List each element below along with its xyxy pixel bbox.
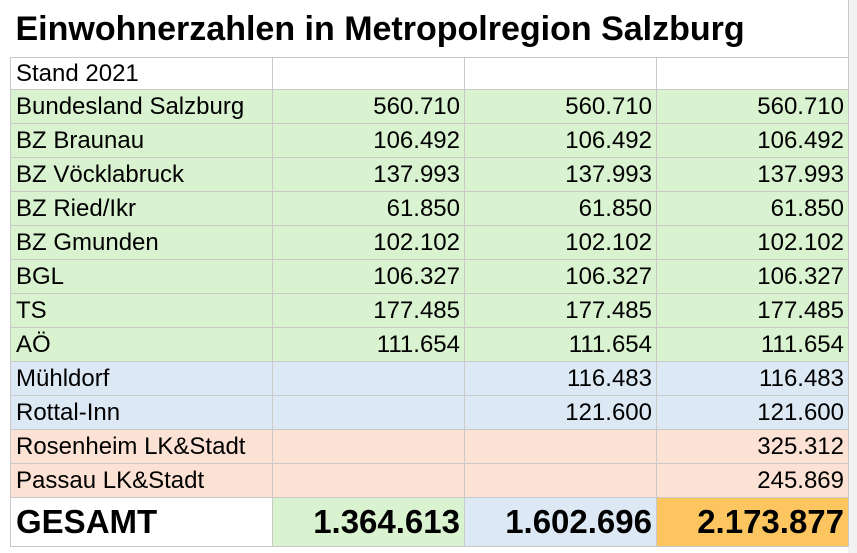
table-row: Rosenheim LK&Stadt 325.312 (10, 429, 850, 464)
subtitle: Stand 2021 (10, 57, 273, 90)
cell-value: 111.654 (272, 327, 465, 362)
cell-value: 106.327 (272, 259, 465, 294)
cell-value: 177.485 (655, 293, 850, 328)
row-label: BGL (10, 259, 273, 294)
table-row: BZ Gmunden 102.102 102.102 102.102 (10, 225, 850, 260)
cell-value: 325.312 (655, 429, 850, 464)
cell-value: 116.483 (464, 361, 657, 396)
cell (464, 57, 657, 90)
cell-value: 560.710 (272, 89, 465, 124)
cell-value: 102.102 (655, 225, 850, 260)
title-row: Einwohnerzahlen in Metropolregion Salzbu… (10, 0, 850, 58)
cell-value: 61.850 (464, 191, 657, 226)
table-row: Passau LK&Stadt 245.869 (10, 463, 850, 498)
cell-value: 106.492 (272, 123, 465, 158)
row-label: Rottal-Inn (10, 395, 273, 430)
cell-value: 245.869 (655, 463, 850, 498)
cell-value: 116.483 (655, 361, 850, 396)
cell-value: 61.850 (655, 191, 850, 226)
table-row: BZ Ried/Ikr 61.850 61.850 61.850 (10, 191, 850, 226)
row-label: GESAMT (10, 497, 273, 547)
row-label: Mühldorf (10, 361, 273, 396)
table-total: GESAMT 1.364.613 1.602.696 2.173.877 (10, 497, 850, 547)
cell-value: 106.492 (655, 123, 850, 158)
cell-value: 111.654 (464, 327, 657, 362)
empty-cell (272, 463, 465, 498)
table-row: AÖ 111.654 111.654 111.654 (10, 327, 850, 362)
table-row: BGL 106.327 106.327 106.327 (10, 259, 850, 294)
cell-value: 137.993 (655, 157, 850, 192)
cell-value: 111.654 (655, 327, 850, 362)
cell-value: 137.993 (272, 157, 465, 192)
empty-cell (272, 429, 465, 464)
title: Einwohnerzahlen in Metropolregion Salzbu… (10, 0, 850, 58)
cell-value: 121.600 (464, 395, 657, 430)
cell-value: 1.364.613 (272, 497, 465, 547)
cell-value: 121.600 (655, 395, 850, 430)
cell-value: 177.485 (272, 293, 465, 328)
row-label: Rosenheim LK&Stadt (10, 429, 273, 464)
empty-cell (272, 361, 465, 396)
row-label: BZ Braunau (10, 123, 273, 158)
row-label: BZ Gmunden (10, 225, 273, 260)
row-label: BZ Ried/Ikr (10, 191, 273, 226)
row-label: Passau LK&Stadt (10, 463, 273, 498)
subtitle-row: Stand 2021 (10, 57, 850, 90)
table-row: BZ Braunau 106.492 106.492 106.492 (10, 123, 850, 158)
row-label: AÖ (10, 327, 273, 362)
cell-value: 2.173.877 (655, 497, 850, 547)
total-row: GESAMT 1.364.613 1.602.696 2.173.877 (10, 497, 850, 547)
table-row: TS 177.485 177.485 177.485 (10, 293, 850, 328)
table-row: BZ Vöcklabruck 137.993 137.993 137.993 (10, 157, 850, 192)
cell-value: 61.850 (272, 191, 465, 226)
cell (655, 57, 850, 90)
cell-value: 177.485 (464, 293, 657, 328)
cell-value: 560.710 (655, 89, 850, 124)
empty-cell (464, 463, 657, 498)
cell-value: 102.102 (272, 225, 465, 260)
cell-value: 560.710 (464, 89, 657, 124)
table: Einwohnerzahlen in Metropolregion Salzbu… (10, 0, 850, 547)
table-row: Mühldorf 116.483 116.483 (10, 361, 850, 396)
row-label: BZ Vöcklabruck (10, 157, 273, 192)
empty-cell (272, 395, 465, 430)
cell-value: 106.492 (464, 123, 657, 158)
cell-value: 137.993 (464, 157, 657, 192)
sheet-edge (848, 0, 857, 553)
cell-value: 102.102 (464, 225, 657, 260)
row-label: Bundesland Salzburg (10, 89, 273, 124)
cell-value: 106.327 (464, 259, 657, 294)
table-row: Rottal-Inn 121.600 121.600 (10, 395, 850, 430)
empty-cell (464, 429, 657, 464)
cell-value: 1.602.696 (464, 497, 657, 547)
cell-value: 106.327 (655, 259, 850, 294)
table-row: Bundesland Salzburg 560.710 560.710 560.710 (10, 89, 850, 124)
table-body: Bundesland Salzburg 560.710 560.710 560.710… (10, 89, 850, 498)
row-label: TS (10, 293, 273, 328)
cell (272, 57, 465, 90)
